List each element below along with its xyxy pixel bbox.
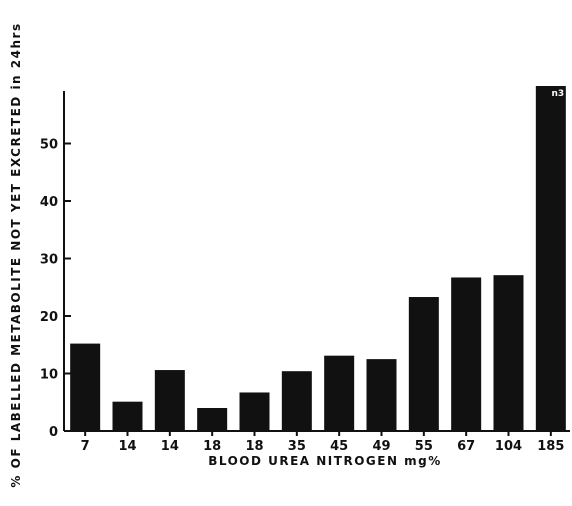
bar bbox=[324, 355, 355, 431]
y-axis: 0 10 20 30 40 50 bbox=[40, 91, 71, 440]
bar bbox=[535, 86, 566, 431]
bar bbox=[366, 359, 397, 431]
x-tick-label: 14 bbox=[118, 439, 136, 454]
x-tick-label: 55 bbox=[415, 439, 433, 454]
x-tick-label: 185 bbox=[537, 439, 564, 454]
bar bbox=[281, 371, 312, 431]
x-tick-label: 45 bbox=[330, 439, 348, 454]
y-tick-label: 0 bbox=[49, 425, 58, 440]
y-tick-label: 20 bbox=[40, 310, 58, 325]
bar bbox=[112, 401, 143, 431]
x-tick-label: 7 bbox=[81, 439, 90, 454]
bar bbox=[451, 277, 482, 431]
bar bbox=[197, 408, 228, 431]
bar bbox=[408, 297, 439, 431]
x-tick-label: 18 bbox=[203, 439, 221, 454]
x-tick-label: 14 bbox=[161, 439, 179, 454]
x-tick-label: 104 bbox=[495, 439, 522, 454]
bar bbox=[154, 370, 185, 431]
bar bbox=[493, 275, 524, 431]
x-axis-title: BLOOD UREA NITROGEN mg% bbox=[208, 454, 442, 468]
y-tick-label: 10 bbox=[40, 368, 58, 383]
bars: n3 bbox=[70, 86, 566, 431]
bar bbox=[239, 392, 270, 431]
x-tick-label: 67 bbox=[457, 439, 475, 454]
x-tick-label: 18 bbox=[245, 439, 263, 454]
y-tick-label: 50 bbox=[40, 138, 58, 153]
y-tick-label: 30 bbox=[40, 253, 58, 268]
y-tick-label: 40 bbox=[40, 195, 58, 210]
x-tick-label: 49 bbox=[372, 439, 390, 454]
x-tick-label: 35 bbox=[288, 439, 306, 454]
bar-annotation: n3 bbox=[551, 89, 564, 99]
bar bbox=[70, 343, 101, 431]
x-axis: 7 14 14 18 18 35 45 49 55 67 104 185 bbox=[64, 430, 570, 454]
y-axis-title: % OF LABELLED METABOLITE NOT YET EXCRETE… bbox=[9, 22, 23, 487]
